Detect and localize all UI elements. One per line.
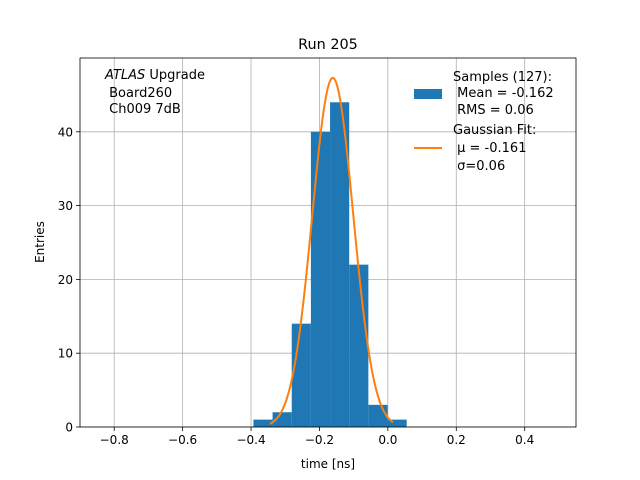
legend-fit-line-2: μ = -0.161 [453,141,526,156]
legend-samples-line-3: RMS = 0.06 [453,103,534,118]
histogram-bar [272,412,292,427]
legend-fit-line-1: Gaussian Fit: [453,123,536,138]
annotation-atlas: ATLAS [104,68,145,83]
y-axis-ticks: 0 10 20 30 40 [58,125,80,435]
histogram-bar [291,323,311,427]
y-tick-label: 30 [58,199,73,213]
histogram-bar [387,419,407,427]
y-tick-label: 10 [58,347,73,361]
legend: Samples (127): Mean = -0.162 RMS = 0.06 … [414,70,554,174]
histogram-bar [310,131,331,428]
gaussian-fit-curve [269,76,394,425]
x-axis-ticks: −0.8 −0.6 −0.4 −0.2 0.0 0.2 0.4 [100,427,534,447]
y-tick-label: 20 [58,273,73,287]
plot-frame [79,57,577,428]
annotation-upgrade: Upgrade [145,68,205,83]
x-tick-label: −0.6 [168,433,197,447]
y-tick-label: 0 [65,421,73,435]
y-axis-label: Entries [33,221,47,263]
annotation-line-1: ATLAS Upgrade [104,68,205,83]
legend-samples-line-2: Mean = -0.162 [453,86,554,101]
chart-title: Run 205 [298,37,358,53]
gaussian-fit [269,76,394,425]
x-tick-label: 0.0 [378,433,397,447]
annotation-line-2: Board260 [105,86,172,101]
x-tick-label: −0.2 [305,433,334,447]
x-tick-label: −0.8 [100,433,129,447]
x-tick-label: 0.2 [447,433,466,447]
atlas-annotation: ATLAS Upgrade Board260 Ch009 7dB [104,68,205,117]
legend-samples-patch [414,89,442,99]
histogram-bar [330,102,350,427]
annotation-line-3: Ch009 7dB [105,102,181,117]
y-tick-label: 40 [58,125,73,139]
x-tick-label: −0.4 [236,433,265,447]
legend-fit-line-3: σ=0.06 [453,159,505,174]
histogram-bar [253,419,273,427]
x-axis-label: time [ns] [301,457,355,471]
histogram-bar [368,404,388,427]
histogram-bar [349,264,369,427]
legend-samples-line-1: Samples (127): [453,70,552,85]
x-tick-label: 0.4 [515,433,534,447]
